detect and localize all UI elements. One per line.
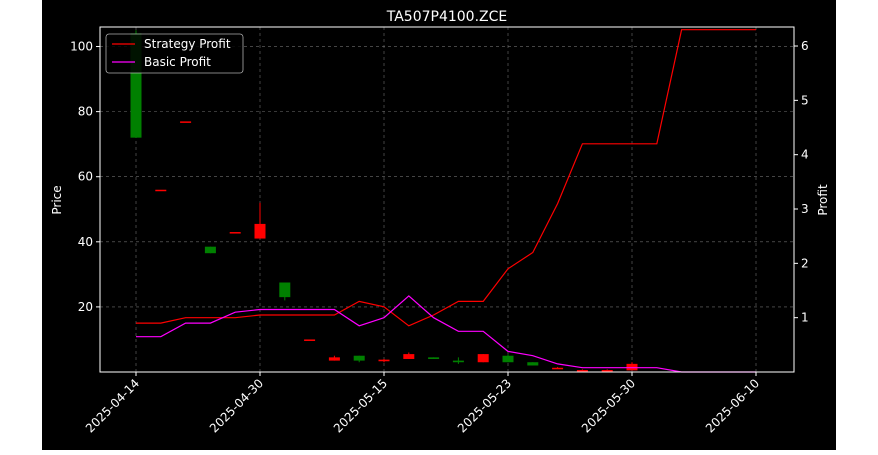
candle-body — [229, 232, 241, 234]
candle-body — [353, 355, 365, 361]
y-right-tick-label: 3 — [801, 202, 809, 216]
candle-body — [180, 121, 192, 123]
y-left-tick-label: 20 — [78, 300, 93, 314]
candle-body — [378, 359, 390, 362]
y-right-tick-label: 5 — [801, 93, 809, 107]
candle-body — [552, 367, 564, 370]
y-right-tick-label: 6 — [801, 39, 809, 53]
candle-body — [576, 370, 588, 372]
strategy-profit-line — [136, 29, 756, 327]
basic-profit-line — [136, 295, 756, 373]
candle-body — [428, 357, 440, 359]
legend: Strategy Profit Basic Profit — [105, 33, 244, 74]
candle-body — [130, 33, 142, 138]
candle-body — [304, 339, 316, 341]
candle-body — [527, 362, 539, 366]
y-left-tick-label: 80 — [78, 105, 93, 119]
y-right-tick-label: 2 — [801, 256, 809, 270]
chart-title: TA507P4100.ZCE — [386, 9, 508, 25]
candle-body — [502, 355, 514, 363]
y-left-tick-label: 100 — [70, 40, 93, 54]
y-right-tick-label: 1 — [801, 311, 809, 325]
candle-body — [403, 354, 415, 359]
y-axis-right-label: Profit — [816, 184, 830, 216]
candle-body — [254, 223, 266, 239]
legend-box — [105, 33, 244, 74]
candle-body — [279, 282, 291, 298]
plot-frame — [99, 26, 795, 373]
candle-body — [155, 189, 167, 192]
chart-figure: TA507P4100.ZCE 2025-04-14 2025-04-30 2025-… — [42, 0, 836, 450]
y-right-tick-label: 4 — [801, 148, 809, 162]
legend-strategy-label: Strategy Profit — [144, 37, 231, 51]
legend-basic-label: Basic Profit — [144, 55, 211, 69]
line-layer — [136, 29, 756, 373]
candle-body — [477, 354, 489, 363]
y-left-tick-label: 60 — [78, 170, 93, 184]
y-axis-left-label: Price — [50, 185, 64, 214]
candle-body — [204, 246, 216, 254]
y-left-tick-label: 40 — [78, 235, 93, 249]
chart-svg: TA507P4100.ZCE 2025-04-14 2025-04-30 2025-… — [42, 0, 836, 450]
figure-background — [42, 0, 836, 450]
candle-body — [328, 357, 340, 361]
candle-body — [601, 370, 613, 372]
candle-body — [452, 360, 464, 363]
